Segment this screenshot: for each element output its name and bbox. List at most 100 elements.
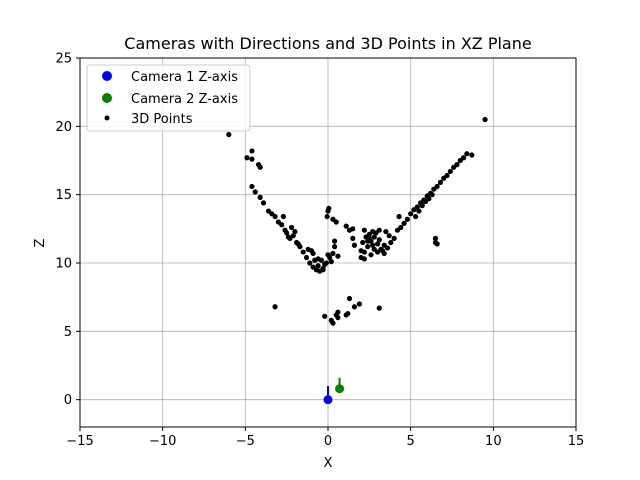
data-point [376,305,382,311]
points-series [226,116,488,326]
data-point [388,239,394,246]
data-point [464,151,470,157]
data-point [386,233,392,239]
legend-box [86,64,251,132]
data-point [322,261,328,267]
data-point [333,219,339,225]
x-tick-label: −5 [236,434,255,449]
data-point [408,211,414,217]
data-point [312,257,318,263]
y-tick-label: 25 [55,52,72,67]
data-point [322,313,328,319]
data-point [325,252,331,258]
data-point [365,244,371,250]
data-point [289,224,295,231]
data-point [272,304,278,310]
data-point [434,183,440,190]
y-axis-label: Z [33,238,48,247]
legend-marker-camera-1 [102,71,112,81]
x-tick-label: 10 [485,434,502,449]
data-point [371,246,377,252]
data-point [460,155,467,161]
legend-marker-camera-2 [102,93,112,103]
data-point [454,162,460,168]
data-point [335,315,341,321]
data-point [447,168,453,175]
data-point [252,189,258,195]
data-point [328,259,334,265]
x-tick-label: 0 [324,434,332,449]
data-point [346,295,353,302]
data-point [434,241,440,247]
data-point [249,156,255,162]
data-point [360,239,366,246]
data-point [419,203,425,209]
data-point [383,228,389,235]
data-point [361,256,367,262]
y-tick-label: 10 [55,257,72,272]
data-point [326,205,332,211]
data-point [226,131,232,138]
data-point [308,248,315,254]
data-point [280,213,286,220]
x-axis-ticks: −15 −10 −5 0 5 10 15 [66,427,584,449]
data-point [444,172,450,179]
legend-label-3d-points: 3D Points [131,112,193,127]
data-point [414,204,420,210]
legend-label-camera-2: Camera 2 Z-axis [131,92,238,107]
data-point [257,194,263,200]
x-tick-label: −15 [66,434,93,449]
data-point [398,224,404,231]
data-point [315,263,321,269]
data-point [482,116,488,123]
data-point [350,235,356,241]
y-tick-label: 20 [55,120,72,135]
data-point [371,234,377,240]
data-point [324,213,330,220]
data-point [426,196,432,202]
data-point [432,235,439,241]
data-point [320,267,326,273]
camera-series [323,377,345,405]
data-point [351,304,358,310]
data-point [356,301,363,307]
data-point [249,148,255,154]
data-point [295,241,301,247]
data-point [272,213,278,220]
data-point [370,242,376,248]
data-point [361,227,367,233]
data-point [404,216,410,222]
x-axis-label: X [324,456,333,471]
data-point [437,179,444,185]
camera-2-marker [335,384,345,394]
data-point [370,228,376,235]
data-point [401,220,407,226]
data-point [368,252,374,258]
legend: Camera 1 Z-axis Camera 2 Z-axis 3D Point… [86,64,251,132]
camera-1-marker [323,395,333,405]
y-tick-label: 0 [64,393,72,408]
chart-title: Cameras with Directions and 3D Points in… [124,34,531,53]
data-point [379,248,386,254]
data-point [300,249,306,255]
data-point [285,234,291,240]
data-point [284,230,290,236]
data-point [330,320,336,326]
data-point [429,192,435,198]
data-point [330,250,336,257]
data-point [343,223,349,229]
data-point [366,235,372,241]
y-tick-label: 15 [55,188,72,203]
data-point [249,183,255,190]
y-tick-label: 5 [64,325,72,340]
data-point [307,260,313,266]
data-point [335,309,341,315]
data-point [396,213,402,220]
data-point [376,237,382,243]
data-point [469,152,475,158]
data-point [279,222,285,228]
x-tick-label: 5 [407,434,415,449]
data-point [257,164,263,170]
legend-label-camera-1: Camera 1 Z-axis [131,70,238,85]
